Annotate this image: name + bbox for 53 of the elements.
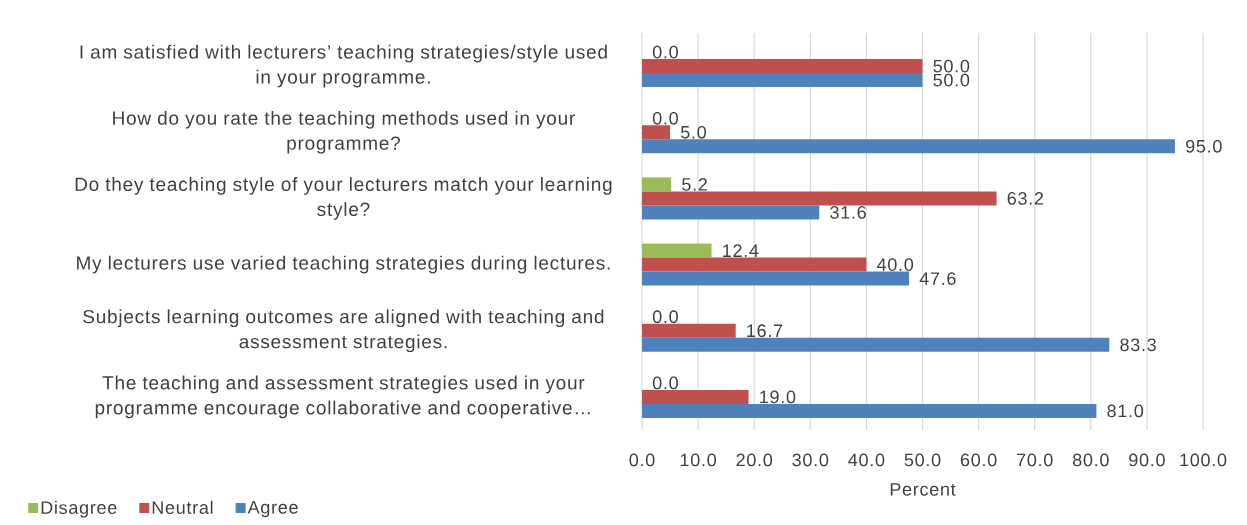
bar — [642, 403, 1097, 418]
x-tick-label: 40.0 — [848, 453, 885, 467]
bar — [642, 389, 749, 404]
bar — [642, 205, 820, 220]
y-tick-label: How do you rate the teaching methods used in your programme? — [113, 110, 575, 154]
legend-label: Disagree — [41, 500, 117, 518]
data-label: 0.0 — [652, 310, 678, 324]
data-label: 40.0 — [877, 258, 914, 271]
x-tick-label: 50.0 — [904, 453, 941, 467]
bar — [642, 271, 910, 286]
bar — [642, 337, 1110, 352]
x-tick-label: 30.0 — [792, 453, 829, 467]
x-tick-label: 70.0 — [1017, 453, 1053, 467]
data-label: 31.6 — [830, 206, 866, 219]
data-label: 5.0 — [680, 125, 707, 139]
data-label: 19.0 — [760, 390, 796, 404]
bar — [642, 257, 867, 272]
data-label: 0.0 — [652, 376, 678, 390]
x-tick-label: 80.0 — [1072, 453, 1109, 467]
data-label: 12.4 — [723, 244, 759, 257]
y-tick-label: I am satisfied with lecturers’ teaching strategies/style used in your programme. — [80, 44, 607, 88]
bar — [642, 177, 672, 192]
legend-label: Neutral — [152, 500, 213, 514]
y-tick-label: Do they teaching style of your lecturers match your learning style? — [75, 177, 612, 220]
data-label: 0.0 — [652, 45, 678, 59]
y-tick-label: Subjects learning outcomes are aligned with teaching and assessment strategies. — [83, 309, 604, 353]
data-label: 0.0 — [652, 111, 678, 125]
x-tick-label: 0.0 — [629, 453, 655, 467]
data-label: 95.0 — [1186, 139, 1222, 153]
data-label: 5.2 — [682, 178, 707, 191]
data-label: 50.0 — [933, 59, 970, 73]
y-tick-label: The teaching and assessment strategies used in your programme encourage collaborative and cooperative… — [95, 375, 590, 419]
data-label: 83.3 — [1120, 338, 1156, 352]
x-tick-label: 60.0 — [960, 453, 997, 467]
bar — [642, 191, 997, 206]
bar — [642, 243, 712, 258]
x-axis-title: Percent — [890, 483, 956, 496]
x-tick-label: 20.0 — [736, 453, 773, 467]
data-label: 81.0 — [1107, 404, 1144, 418]
bar — [642, 139, 1175, 154]
bar — [642, 59, 923, 74]
data-label: 16.7 — [747, 324, 783, 338]
x-tick-label: 10.0 — [680, 453, 716, 467]
bar — [642, 323, 736, 338]
x-tick-label: 90.0 — [1129, 453, 1165, 467]
data-label: 63.2 — [1007, 192, 1044, 205]
legend-label: Agree — [247, 501, 298, 518]
y-tick-label: My lecturers use varied teaching strategies during lectures. — [77, 255, 610, 274]
bar — [642, 125, 671, 140]
data-label: 47.6 — [919, 272, 956, 285]
bar — [642, 73, 923, 88]
data-label: 50.0 — [933, 73, 970, 87]
x-tick-label: 100.0 — [1180, 453, 1227, 467]
